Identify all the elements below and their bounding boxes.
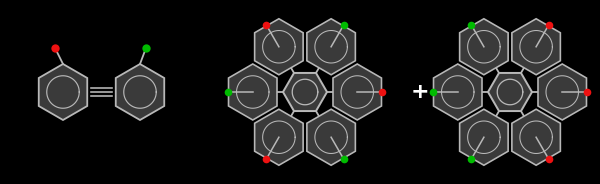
Polygon shape [307, 19, 355, 75]
Polygon shape [538, 64, 586, 120]
Polygon shape [434, 64, 482, 120]
Polygon shape [254, 19, 303, 75]
Polygon shape [39, 64, 87, 120]
Polygon shape [460, 19, 508, 75]
Polygon shape [307, 109, 355, 165]
Polygon shape [460, 109, 508, 165]
Polygon shape [488, 73, 532, 111]
Polygon shape [229, 64, 277, 120]
Polygon shape [283, 73, 327, 111]
Text: +: + [410, 82, 430, 102]
Polygon shape [512, 19, 560, 75]
Polygon shape [512, 109, 560, 165]
Polygon shape [116, 64, 164, 120]
Polygon shape [254, 109, 303, 165]
Polygon shape [333, 64, 382, 120]
